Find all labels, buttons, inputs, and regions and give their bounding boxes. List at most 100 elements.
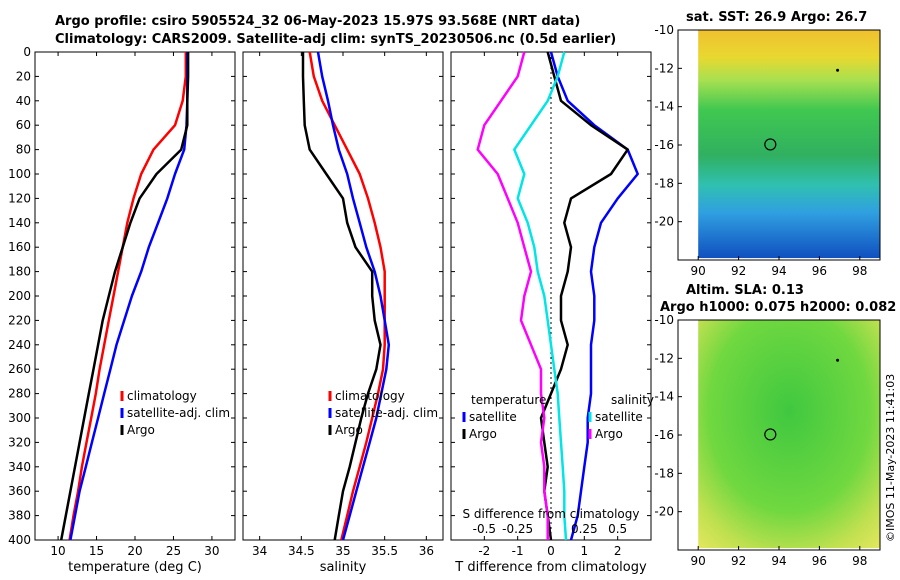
x-tick-label: 90 [691, 264, 706, 278]
argo-position-marker [764, 138, 777, 151]
y-tick-label: -10 [654, 313, 674, 327]
y-tick-label: -16 [654, 138, 674, 152]
series-line-climatology [68, 52, 188, 541]
axes-frame [34, 51, 236, 541]
y-tick-label: -14 [654, 390, 674, 404]
x-tick-label: 92 [731, 264, 746, 278]
legend-label: climatology [335, 389, 405, 403]
y-tick-label: -18 [654, 466, 674, 480]
x-tick-label: 34 [252, 544, 267, 558]
series-line-satellite [316, 51, 391, 541]
series-line-argo [301, 52, 382, 541]
legend-label: Argo [127, 423, 155, 437]
legend-label: Argo [469, 427, 497, 441]
island-marker [836, 68, 840, 72]
sla-map-title-1: Altim. SLA: 0.13 [686, 283, 804, 298]
series-line-argo [59, 52, 190, 541]
y-tick-label: -16 [654, 428, 674, 442]
legend-label: climatology [127, 389, 197, 403]
legend-title-temperature: temperature [471, 393, 546, 407]
y-tick-label: 340 [8, 460, 31, 474]
y-tick-label: 20 [16, 69, 31, 83]
x-tick-label: 1 [581, 544, 589, 558]
legend-title-salinity: salinity [611, 393, 654, 407]
y-tick-label: -12 [654, 351, 674, 365]
figure-title-line2: Climatology: CARS2009. Satellite-adj cli… [55, 32, 617, 47]
x-tick-label: 10 [50, 544, 65, 558]
axes-frame [242, 51, 444, 541]
legend-label: satellite [469, 410, 517, 424]
x-tick-label: 34.5 [288, 544, 315, 558]
legend-label: satellite-adj. clim [335, 406, 438, 420]
y-tick-label: 300 [8, 411, 31, 425]
x2-tick-label: -0.5 [473, 522, 496, 536]
y-tick-label: 240 [8, 338, 31, 352]
y-tick-label: 40 [16, 94, 31, 108]
x-tick-label: 35.5 [371, 544, 398, 558]
x-tick-label: 36 [419, 544, 434, 558]
x-tick-label: 25 [166, 544, 181, 558]
x-tick-label: -2 [478, 544, 490, 558]
panel-difference: -2 -1 0 1 2 T difference from climatology temp… [450, 51, 654, 575]
argo-position-marker [764, 428, 777, 441]
map-sla_map: 90 92 94 96 98 -10 -12 -14 -16 -18 -20 [654, 313, 881, 568]
y-tick-label: 200 [8, 289, 31, 303]
x-tick-label: 20 [127, 544, 142, 558]
y-tick-label: 160 [8, 240, 31, 254]
legend-label: satellite [595, 410, 643, 424]
series-line-climatology [308, 51, 386, 541]
y-tick-label: 280 [8, 387, 31, 401]
x-axis-label: salinity [320, 560, 367, 575]
island-marker [836, 358, 840, 362]
legend-label: Argo [335, 423, 363, 437]
x2-tick-label: 0.25 [571, 522, 598, 536]
y-tick-label: -10 [654, 23, 674, 37]
series-line-s-argo [476, 51, 549, 540]
x2-tick-label: -0.25 [502, 522, 533, 536]
x-tick-label: 0 [547, 544, 555, 558]
y-tick-label: 0 [23, 45, 31, 59]
y-tick-label: 180 [8, 265, 31, 279]
axes-frame [450, 51, 652, 541]
series-line-s-satellite [513, 51, 568, 541]
figure-title-line1: Argo profile: csiro 5905524_32 06-May-20… [55, 14, 581, 29]
y-tick-label: 140 [8, 216, 31, 230]
y-tick-label: 120 [8, 191, 31, 205]
y-tick-label: -14 [654, 100, 674, 114]
series-line-t-argo [539, 51, 629, 541]
x-tick-label: 94 [771, 264, 786, 278]
sst-map-title: sat. SST: 26.9 Argo: 26.7 [686, 10, 868, 25]
x-tick-label: 98 [852, 554, 867, 568]
x-tick-label: 92 [731, 554, 746, 568]
y-tick-label: 360 [8, 484, 31, 498]
x-tick-label: 90 [691, 554, 706, 568]
x-tick-label: 96 [812, 264, 827, 278]
y-tick-label: -12 [654, 61, 674, 75]
y-tick-label: 260 [8, 362, 31, 376]
y-tick-label: 400 [8, 533, 31, 547]
legend-label: Argo [595, 427, 623, 441]
y-tick-label: 220 [8, 313, 31, 327]
map-field [698, 30, 880, 259]
x-tick-label: 30 [204, 544, 219, 558]
x-axis-label: T difference from climatology [454, 560, 647, 575]
y-tick-label: -20 [654, 505, 674, 519]
x-axis-label: temperature (deg C) [68, 560, 202, 575]
legend-label: satellite-adj. clim [127, 406, 230, 420]
panel-salinity: 34 34.5 35 35.5 36 salinity climatology satelli… [242, 51, 444, 575]
x-tick-label: 96 [812, 554, 827, 568]
map-field [698, 320, 880, 549]
y-tick-label: -20 [654, 215, 674, 229]
x-axis-label-2: S difference from climatology [463, 507, 640, 521]
x2-tick-label: 0.5 [608, 522, 627, 536]
y-tick-label: 380 [8, 509, 31, 523]
y-tick-label: 80 [16, 143, 31, 157]
map-sst_map: 90 92 94 96 98 -10 -12 -14 -16 -18 -20 [654, 23, 881, 278]
y-tick-label: 60 [16, 118, 31, 132]
y-tick-label: 100 [8, 167, 31, 181]
x-tick-label: 35 [335, 544, 350, 558]
y-tick-label: 320 [8, 435, 31, 449]
x-tick-label: 15 [89, 544, 104, 558]
